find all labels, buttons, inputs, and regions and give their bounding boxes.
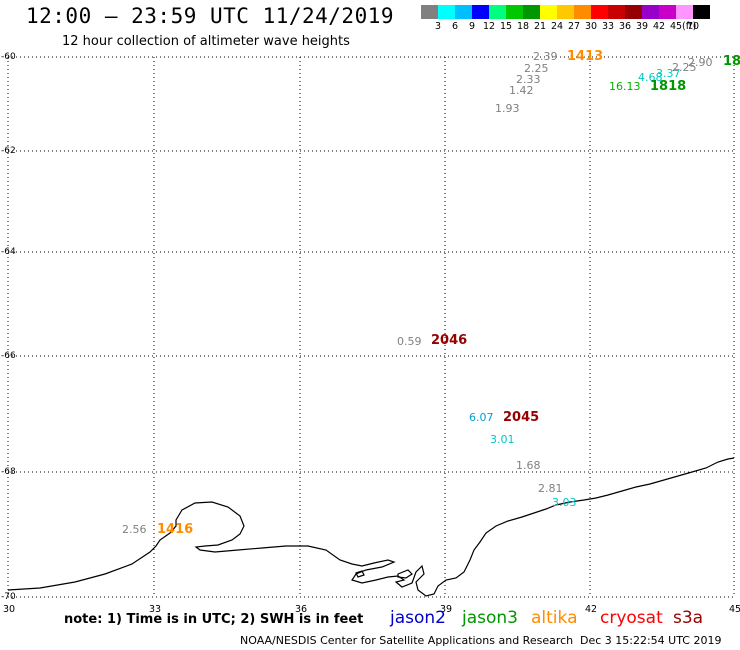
credit-line: NOAA/NESDIS Center for Satellite Applica…	[240, 634, 574, 647]
graticule	[7, 56, 735, 598]
latitude-label: -66	[1, 351, 16, 361]
satellite-cryosat: cryosat	[600, 608, 663, 628]
antarctic-coastline	[7, 457, 735, 597]
satellite-altika: altika	[531, 608, 578, 628]
wave-height-label: 6.07	[469, 411, 494, 424]
legend-tick: 12	[482, 21, 496, 32]
legend-unit: (ft)	[682, 21, 697, 32]
island-outline	[355, 570, 365, 578]
legend-swatch	[625, 5, 642, 19]
legend-tick: 45	[669, 21, 683, 32]
pass-time-label: 1818	[650, 79, 687, 94]
wave-height-label: 1.68	[516, 459, 541, 472]
longitude-label: 33	[149, 604, 162, 615]
wave-height-label: 2.25	[672, 61, 697, 74]
legend-swatch	[523, 5, 540, 19]
legend-tick: 15	[499, 21, 513, 32]
legend-swatch	[421, 5, 438, 19]
island-outline	[397, 569, 413, 579]
wave-height-label: 3.37	[656, 67, 681, 80]
pass-time-label: 2045	[503, 410, 540, 425]
legend-swatch	[540, 5, 557, 19]
legend-tick: 30	[584, 21, 598, 32]
wave-height-label: 1.42	[509, 84, 534, 97]
legend-tick: 27	[567, 21, 581, 32]
legend-swatch	[506, 5, 523, 19]
legend-tick: 33	[601, 21, 615, 32]
legend-swatch	[693, 5, 710, 19]
legend-swatch	[676, 5, 693, 19]
legend-swatch	[659, 5, 676, 19]
wave-height-label: 2.25	[524, 62, 549, 75]
generated-timestamp: Dec 3 15:22:54 UTC 2019	[580, 634, 722, 647]
wave-height-label: 2.33	[516, 73, 541, 86]
wave-height-label: 0.59	[397, 335, 422, 348]
legend-swatch	[489, 5, 506, 19]
wave-height-label: 3.03	[552, 496, 577, 509]
legend-swatch	[557, 5, 574, 19]
legend-tick: 24	[550, 21, 564, 32]
longitude-label: 45	[729, 604, 740, 615]
wave-height-label: 4.68	[638, 71, 663, 84]
latitude-label: -64	[1, 247, 16, 257]
legend-swatch	[574, 5, 591, 19]
pass-time-label: 18	[723, 54, 740, 69]
legend-swatch	[591, 5, 608, 19]
wave-height-label: 1.93	[495, 102, 520, 115]
latitude-label: -62	[1, 146, 16, 156]
satellite-jason3: jason3	[462, 608, 518, 628]
legend-tick: 36	[618, 21, 632, 32]
legend-tick: 21	[533, 21, 547, 32]
legend-swatch	[455, 5, 472, 19]
pass-time-label: 1416	[157, 522, 194, 537]
pass-time-label: 1413	[567, 49, 604, 64]
legend-tick: 42	[652, 21, 666, 32]
satellite-jason2: jason2	[390, 608, 446, 628]
longitude-label: 39	[440, 604, 453, 615]
legend-tick: 70	[686, 21, 700, 32]
legend-tick: 18	[516, 21, 530, 32]
legend-swatch	[642, 5, 659, 19]
wave-height-label: 2.39	[533, 50, 558, 63]
map-subtitle: 12 hour collection of altimeter wave hei…	[62, 34, 350, 49]
legend-tick: 3	[434, 21, 442, 32]
legend-tick: 9	[468, 21, 476, 32]
wave-height-label: 2.81	[538, 482, 563, 495]
wave-height-label: 3.01	[490, 433, 515, 446]
legend-swatch	[608, 5, 625, 19]
legend-tick: 39	[635, 21, 649, 32]
map-title: 12:00 – 23:59 UTC 11/24/2019	[26, 4, 395, 28]
latitude-label: -68	[1, 467, 16, 477]
latitude-label: -60	[1, 52, 16, 62]
longitude-label: 30	[3, 604, 16, 615]
legend-tick: 6	[451, 21, 459, 32]
satellite-s3a: s3a	[673, 608, 704, 628]
longitude-label: 36	[295, 604, 308, 615]
units-note: note: 1) Time is in UTC; 2) SWH is in fe…	[64, 612, 364, 627]
longitude-label: 42	[585, 604, 598, 615]
pass-time-label: 2046	[431, 333, 468, 348]
legend-swatch	[438, 5, 455, 19]
wave-height-label: 2.56	[122, 523, 147, 536]
legend-swatch	[472, 5, 489, 19]
latitude-label: -70	[1, 592, 16, 602]
wave-height-label: 2.90	[688, 56, 713, 69]
wave-height-label: 16.13	[609, 80, 641, 93]
